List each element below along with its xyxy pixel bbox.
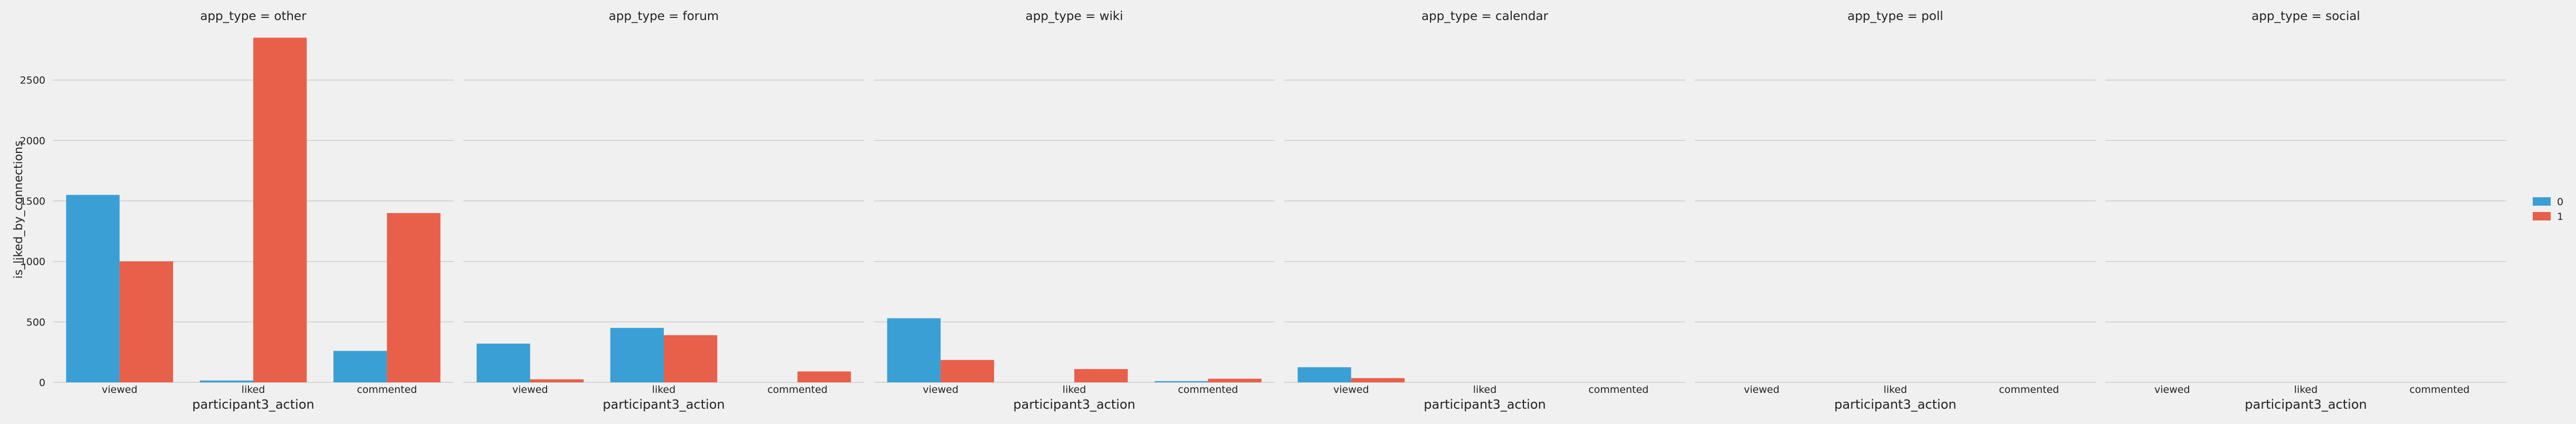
x-tick-label: liked [1063,384,1086,396]
y-axis-label: is_liked_by_connections [12,141,25,279]
bar-liked-series-0 [610,327,664,382]
x-axis-label: participant3_action [2245,397,2367,412]
x-tick-label: viewed [2154,384,2190,396]
bar-commented-series-1 [387,213,441,382]
bar-viewed-series-0 [1297,367,1351,382]
x-axis-label: participant3_action [192,397,314,412]
bar-commented-series-0 [333,351,387,382]
bar-liked-series-0 [199,380,253,382]
y-tick-label: 500 [26,316,45,328]
bar-liked-series-1 [664,335,718,382]
bar-commented-series-1 [1208,379,1262,382]
facet-panel-1: app_type = forum viewed liked commented part… [463,9,864,412]
bar-viewed-series-0 [887,318,941,382]
y-tick-label: 1000 [20,256,45,268]
x-tick-label: commented [2409,384,2469,396]
x-tick-label: viewed [1333,384,1369,396]
facet-panels: app_type = other 0 500 1000 1500 2000 2500 view… [20,9,2506,412]
facet-panel-3: app_type = calendar viewed liked commented p… [1284,9,1685,412]
facet-title: app_type = wiki [1026,9,1123,23]
bar-liked-series-1 [253,37,307,382]
facet-title: app_type = social [2251,9,2360,23]
legend-swatch-1 [2533,212,2551,220]
x-tick-label: commented [357,384,417,396]
bar-commented-series-0 [1155,381,1208,382]
legend-swatch-0 [2533,197,2551,206]
x-tick-label: liked [652,384,676,396]
x-tick-label: liked [1884,384,1907,396]
x-tick-label: viewed [102,384,138,396]
bar-viewed-series-1 [119,261,173,382]
y-tick-label: 2000 [20,135,45,147]
x-axis-label: participant3_action [1834,397,1956,412]
facet-title: app_type = calendar [1421,9,1549,23]
facet-panel-5: app_type = social viewed liked commented par… [2105,9,2506,412]
y-tick-label: 0 [39,377,45,389]
y-tick-label: 1500 [20,196,45,207]
y-tick-label: 2500 [20,75,45,86]
facet-title: app_type = other [200,9,307,23]
x-tick-label: commented [1999,384,2059,396]
x-tick-label: commented [767,384,827,396]
x-tick-label: liked [1473,384,1497,396]
facet-title: app_type = forum [609,9,719,23]
facet-panel-0: app_type = other 0 500 1000 1500 2000 2500 view… [20,9,454,412]
bar-commented-series-1 [797,371,851,382]
bar-viewed-series-0 [66,195,120,382]
legend: 01 [2533,196,2563,223]
bar-viewed-series-1 [940,360,994,382]
facet-panel-4: app_type = poll viewed liked commented parti… [1695,9,2096,412]
x-axis-label: participant3_action [603,397,724,412]
x-tick-label: viewed [1744,384,1780,396]
x-tick-label: liked [2294,384,2318,396]
x-axis-label: participant3_action [1013,397,1135,412]
legend-label-1: 1 [2557,211,2563,223]
bar-viewed-series-0 [476,343,530,382]
legend-label-0: 0 [2557,196,2563,208]
x-tick-label: liked [242,384,265,396]
x-tick-label: viewed [923,384,959,396]
facet-panel-2: app_type = wiki viewed liked commented parti… [874,9,1275,412]
x-tick-label: commented [1178,384,1238,396]
x-tick-label: viewed [512,384,548,396]
x-axis-label: participant3_action [1424,397,1545,412]
facet-title: app_type = poll [1847,9,1943,23]
x-tick-label: commented [1588,384,1648,396]
bar-viewed-series-1 [1351,378,1405,382]
bar-viewed-series-1 [530,379,584,382]
bar-liked-series-1 [1074,369,1128,382]
